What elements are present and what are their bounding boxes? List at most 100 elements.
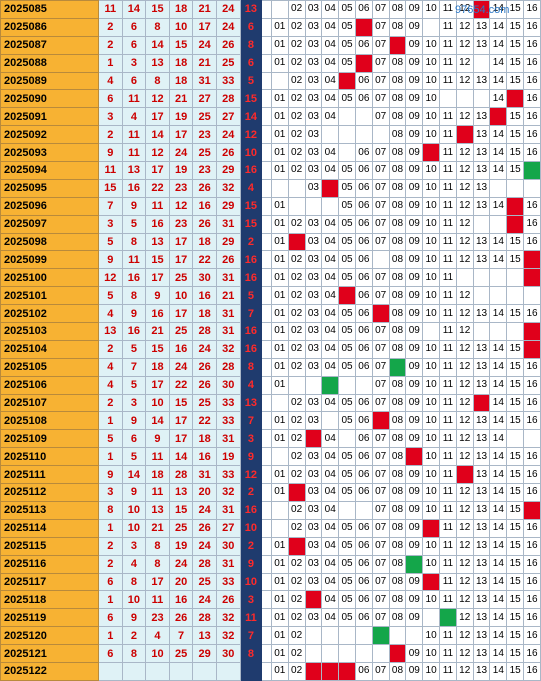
red-ball-number: 30 bbox=[215, 644, 241, 663]
blue-number-cell: 16 bbox=[523, 304, 541, 324]
red-ball-number: 31 bbox=[215, 429, 241, 449]
blue-number-cell: 09 bbox=[405, 375, 424, 395]
blue-hit-cell bbox=[287, 536, 306, 556]
blue-number-cell: 13 bbox=[472, 178, 491, 198]
blue-number-cell: 14 bbox=[489, 53, 508, 73]
blue-number-cell: 01 bbox=[270, 89, 289, 109]
blue-number-cell: 14 bbox=[489, 71, 508, 91]
blue-number-cell: 05 bbox=[338, 214, 356, 234]
blue-number-cell: 13 bbox=[472, 590, 491, 610]
red-ball-number: 13 bbox=[145, 500, 170, 520]
red-ball-number: 21 bbox=[215, 286, 241, 306]
blue-number-cell: 13 bbox=[472, 196, 491, 216]
blue-number-cell: 15 bbox=[506, 411, 525, 431]
site-watermark: 97654.com bbox=[455, 4, 510, 16]
blue-number-cell: 09 bbox=[405, 17, 424, 37]
blue-number-cell: 08 bbox=[388, 268, 407, 288]
blue-number-cell: 06 bbox=[354, 143, 373, 163]
blue-number-cell: 15 bbox=[506, 644, 525, 663]
blue-number-cell: 01 bbox=[270, 53, 289, 73]
blue-number-cell: 07 bbox=[371, 447, 390, 467]
blue-number-cell: 04 bbox=[321, 447, 340, 467]
blue-hit-cell bbox=[371, 626, 390, 646]
draw-row: 2025110 1 5 11 14 16 19 9 02 03 04 05 06 07 08 10 11 12 13… bbox=[0, 447, 541, 467]
blue-number-cell: 09 bbox=[405, 35, 424, 55]
blue-number-cell: 12 bbox=[455, 286, 474, 306]
blue-number-cell: 09 bbox=[405, 125, 424, 145]
red-ball-number: 1 bbox=[98, 447, 123, 467]
blue-ball-number: 15 bbox=[239, 214, 263, 234]
blue-number-cell: 08 bbox=[388, 107, 407, 127]
red-ball-number: 24 bbox=[192, 35, 217, 55]
blue-number-cell: 11 bbox=[439, 143, 457, 163]
blue-number-cell: 13 bbox=[472, 572, 491, 592]
blue-ball-number: 7 bbox=[239, 304, 263, 324]
red-ball-number: 25 bbox=[168, 644, 194, 663]
blue-number-cell: 10 bbox=[422, 626, 441, 646]
red-ball-number: 10 bbox=[121, 500, 147, 520]
blue-number-cell: 04 bbox=[321, 357, 340, 377]
blue-ball-number: 12 bbox=[239, 465, 263, 485]
blue-number-cell: 09 bbox=[405, 518, 424, 538]
blue-ball-number: 9 bbox=[239, 554, 263, 574]
red-ball-number: 9 bbox=[145, 429, 170, 449]
blue-number-cell: 08 bbox=[388, 214, 407, 234]
blue-number-cell: 12 bbox=[455, 250, 474, 270]
blue-number-cell: 16 bbox=[523, 89, 541, 109]
blue-number-cell: 11 bbox=[439, 53, 457, 73]
empty-cell bbox=[270, 0, 289, 19]
spacer-cell bbox=[261, 304, 272, 324]
blue-number-cell: 11 bbox=[439, 196, 457, 216]
blue-number-cell: 07 bbox=[371, 143, 390, 163]
blue-number-cell: 13 bbox=[472, 554, 491, 574]
blue-number-cell: 02 bbox=[287, 17, 306, 37]
red-ball-number: 28 bbox=[168, 465, 194, 485]
draw-row: 2025087 2 6 14 15 24 26 8 01 02 03 04 05 06 07 09 10 11 12… bbox=[0, 35, 541, 55]
blue-number-cell: 08 bbox=[388, 572, 407, 592]
red-ball-number: 24 bbox=[192, 590, 217, 610]
blue-number-cell: 14 bbox=[489, 429, 508, 449]
blue-number-cell: 07 bbox=[371, 590, 390, 610]
red-ball-number: 18 bbox=[192, 429, 217, 449]
blue-ball-number: 7 bbox=[239, 626, 263, 646]
red-ball-number: 12 bbox=[98, 268, 123, 288]
blue-number-cell: 11 bbox=[439, 357, 457, 377]
empty-cell bbox=[338, 644, 356, 663]
blue-number-cell: 04 bbox=[321, 232, 340, 252]
blue-number-cell: 07 bbox=[371, 554, 390, 574]
red-ball-number: 24 bbox=[192, 500, 217, 520]
draw-row: 2025097 3 5 16 23 26 31 15 01 02 03 04 05 06 07 08 09 10 1… bbox=[0, 214, 541, 234]
blue-number-cell: 08 bbox=[388, 250, 407, 270]
blue-number-cell: 14 bbox=[489, 339, 508, 359]
blue-number-cell: 09 bbox=[405, 411, 424, 431]
blue-number-cell: 11 bbox=[439, 644, 457, 663]
blue-number-cell: 07 bbox=[371, 339, 390, 359]
blue-number-cell: 06 bbox=[354, 590, 373, 610]
blue-number-cell: 16 bbox=[523, 0, 541, 19]
blue-number-cell: 16 bbox=[523, 483, 541, 502]
blue-number-cell: 01 bbox=[270, 483, 289, 502]
blue-ball-number: 16 bbox=[239, 500, 263, 520]
red-ball-number: 1 bbox=[98, 53, 123, 73]
draw-row: 2025108 1 9 14 17 22 33 7 01 02 03 05 06 08 09 10 11 12 13… bbox=[0, 411, 541, 431]
blue-number-cell: 10 bbox=[422, 125, 441, 145]
blue-number-cell: 11 bbox=[439, 35, 457, 55]
period-number: 2025109 bbox=[0, 429, 99, 449]
blue-number-cell: 16 bbox=[523, 536, 541, 556]
red-ball-number: 11 bbox=[145, 590, 170, 610]
blue-number-cell: 14 bbox=[489, 0, 508, 19]
blue-hit-cell bbox=[287, 483, 306, 502]
blue-number-cell: 10 bbox=[422, 196, 441, 216]
period-number: 2025093 bbox=[0, 143, 99, 163]
blue-number-cell: 06 bbox=[354, 661, 373, 681]
red-ball-number: 11 bbox=[98, 0, 123, 19]
red-ball-number: 22 bbox=[145, 178, 170, 198]
blue-hit-cell bbox=[321, 375, 340, 395]
draw-row: 2025109 5 6 9 17 18 31 3 01 02 04 06 07 08 09 10 11 12 13 1… bbox=[0, 429, 541, 449]
red-ball-number: 28 bbox=[215, 89, 241, 109]
blue-number-cell: 15 bbox=[506, 661, 525, 681]
blue-number-cell: 01 bbox=[270, 196, 289, 216]
blue-number-cell: 10 bbox=[422, 107, 441, 127]
blue-number-cell: 06 bbox=[354, 89, 373, 109]
blue-number-cell: 13 bbox=[472, 125, 491, 145]
